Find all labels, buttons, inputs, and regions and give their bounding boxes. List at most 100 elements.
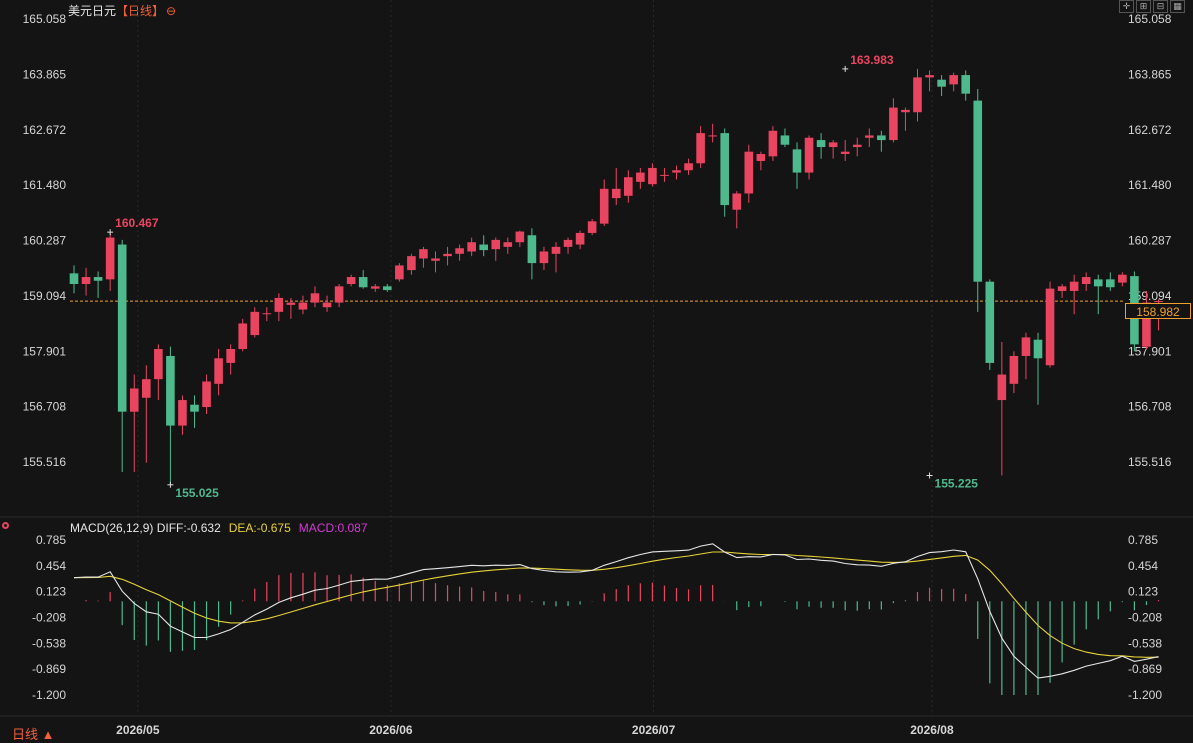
y-tick-label-left: 155.516 [23, 455, 67, 469]
candle-body [286, 302, 296, 305]
diff-line [73, 543, 1159, 679]
candle-body [129, 388, 139, 412]
candle-body [816, 140, 826, 148]
candle-body [973, 100, 983, 282]
candle-body [660, 174, 669, 176]
macd-tick-label-left: -1.200 [32, 688, 66, 702]
candle-body [250, 311, 260, 336]
candle-body [720, 133, 729, 206]
chart-toolbar: ✛ ⊞ ⊟ ▦ [1119, 0, 1185, 13]
candle-body [1154, 301, 1163, 303]
candle-body [479, 244, 488, 251]
candle-body [370, 286, 380, 289]
macd-tick-label-right: 0.123 [1128, 585, 1158, 599]
candle-body [322, 302, 332, 308]
candle-body [792, 149, 802, 173]
macd-tick-label-right: -0.869 [1128, 662, 1162, 676]
candle-body [840, 151, 850, 155]
candle-body [672, 170, 681, 173]
candle-body [166, 355, 175, 426]
candle-body [407, 256, 416, 271]
candle-body [636, 172, 645, 182]
candle-body [346, 277, 356, 285]
candle-body [648, 167, 657, 185]
y-tick-label-left: 161.480 [23, 178, 67, 192]
macd-tick-label-right: -0.208 [1128, 611, 1162, 625]
macd-legend: MACD(26,12,9) DIFF:-0.632 DEA:-0.675 MACD:… [70, 521, 368, 535]
candle-body [587, 221, 597, 233]
period-selector-button[interactable]: 日线 ▲ [12, 727, 55, 742]
candle-body [539, 251, 549, 264]
candle-body [467, 242, 476, 252]
candle-body [744, 151, 754, 194]
candle-body [1045, 288, 1055, 366]
grid-icon[interactable]: ▦ [1170, 0, 1185, 13]
candle-body [214, 358, 223, 384]
candle-body [937, 79, 946, 87]
candle-body [1069, 281, 1079, 291]
candle-body [262, 313, 272, 315]
candle-body [455, 248, 464, 254]
price-annotation: 163.983 [850, 53, 894, 67]
zoom-in-icon[interactable]: ⊞ [1136, 0, 1151, 13]
y-tick-label-left: 160.287 [23, 234, 67, 248]
candle-body [1057, 286, 1067, 291]
candle-body [901, 109, 910, 113]
instrument-name: 美元日元 [68, 4, 117, 18]
price-annotation: 160.467 [115, 216, 159, 230]
candle-body [527, 235, 537, 264]
candle-body [1142, 302, 1151, 347]
macd-tick-label-right: 0.454 [1128, 559, 1158, 573]
diff-value: DIFF:-0.632 [156, 521, 221, 535]
macd-tick-label-left: -0.208 [32, 611, 66, 625]
candle-body [274, 297, 284, 312]
candle-body [443, 253, 452, 257]
candle-body [804, 137, 814, 173]
candle-body [93, 277, 103, 281]
macd-tick-label-left: -0.869 [32, 662, 66, 676]
y-tick-label-right: 156.708 [1128, 400, 1172, 414]
price-annotation: 155.225 [935, 477, 979, 491]
dea-value: DEA:-0.675 [228, 521, 291, 535]
indicator-settings-icon[interactable] [2, 522, 9, 529]
candle-body [395, 265, 404, 280]
candle-body [732, 193, 742, 210]
y-tick-label-right: 165.058 [1128, 12, 1172, 26]
period-label: 【日线】 [116, 4, 165, 18]
last-price-tag: 158.982 [1125, 303, 1191, 319]
y-tick-label-right: 161.480 [1128, 178, 1172, 192]
x-tick-label: 2026/06 [369, 723, 413, 737]
macd-tick-label-right: -0.538 [1128, 636, 1162, 650]
macd-tick-label-right: 0.785 [1128, 533, 1158, 547]
candle-body [1093, 279, 1103, 287]
crosshair-icon[interactable]: ✛ [1119, 0, 1134, 13]
candle-body [431, 258, 440, 261]
macd-tick-label-left: 0.454 [36, 559, 66, 573]
y-tick-label-right: 162.672 [1128, 123, 1172, 137]
candle-body [1106, 279, 1115, 288]
y-tick-label-left: 159.094 [23, 289, 67, 303]
candle-body [334, 286, 344, 303]
candle-body [491, 239, 501, 250]
macd-tick-label-left: 0.785 [36, 533, 66, 547]
candle-body [142, 379, 151, 398]
zoom-out-icon[interactable]: ⊟ [1153, 0, 1168, 13]
candle-body [599, 188, 609, 224]
macd-value: MACD:0.087 [298, 521, 368, 535]
candle-body [780, 135, 790, 145]
candle-body [310, 293, 320, 303]
candle-body [756, 154, 766, 161]
y-tick-label-left: 163.865 [23, 67, 67, 81]
chart-title: 美元日元【日线】 ⊖ [68, 2, 176, 19]
candle-body [178, 400, 187, 426]
x-tick-label: 2026/05 [116, 723, 160, 737]
candle-body [1118, 274, 1127, 283]
circle-minus-icon[interactable]: ⊖ [166, 4, 177, 18]
candle-body [852, 144, 862, 148]
candle-body [828, 142, 838, 148]
candle-body [575, 232, 585, 245]
candle-body [997, 374, 1007, 401]
candle-body [298, 302, 308, 310]
candle-body [563, 239, 573, 247]
